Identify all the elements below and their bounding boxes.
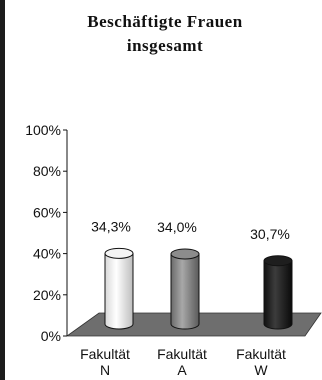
chart-title-line-2: insgesamt <box>126 36 204 55</box>
bar-body <box>170 253 200 330</box>
data-label: 30,7% <box>250 226 290 242</box>
bar <box>104 247 134 330</box>
category-label: Fakultät <box>236 346 286 362</box>
chart-title-line-1: Beschäftigte Frauen <box>87 12 243 31</box>
chart-title: Beschäftigte Frauen insgesamt <box>20 10 310 58</box>
category-label: Fakultät <box>157 346 207 362</box>
bar-top-cap <box>104 247 134 259</box>
bars-group <box>104 247 293 330</box>
left-edge-strip <box>0 0 5 380</box>
category-label: A <box>177 362 187 378</box>
y-tick-label: 100% <box>25 122 61 138</box>
bar-body <box>263 260 293 330</box>
y-tick-label: 0% <box>41 328 61 344</box>
data-label: 34,0% <box>157 219 197 235</box>
bar <box>170 248 200 330</box>
bar <box>263 255 293 330</box>
data-label: 34,3% <box>91 218 131 234</box>
bar-top-cap <box>263 255 293 267</box>
category-label: Fakultät <box>80 346 130 362</box>
category-label: W <box>254 362 268 378</box>
y-tick-label: 60% <box>33 204 61 220</box>
y-tick-label: 40% <box>33 246 61 262</box>
y-axis-ticks: 0% 20% 40% 60% 80% 100% <box>25 122 67 344</box>
y-tick-label: 20% <box>33 287 61 303</box>
data-labels-group: 34,3% 34,0% 30,7% <box>91 218 290 241</box>
bar-top-cap <box>170 248 200 260</box>
category-label: N <box>100 362 110 378</box>
bar-body <box>104 252 134 330</box>
y-tick-label: 80% <box>33 163 61 179</box>
